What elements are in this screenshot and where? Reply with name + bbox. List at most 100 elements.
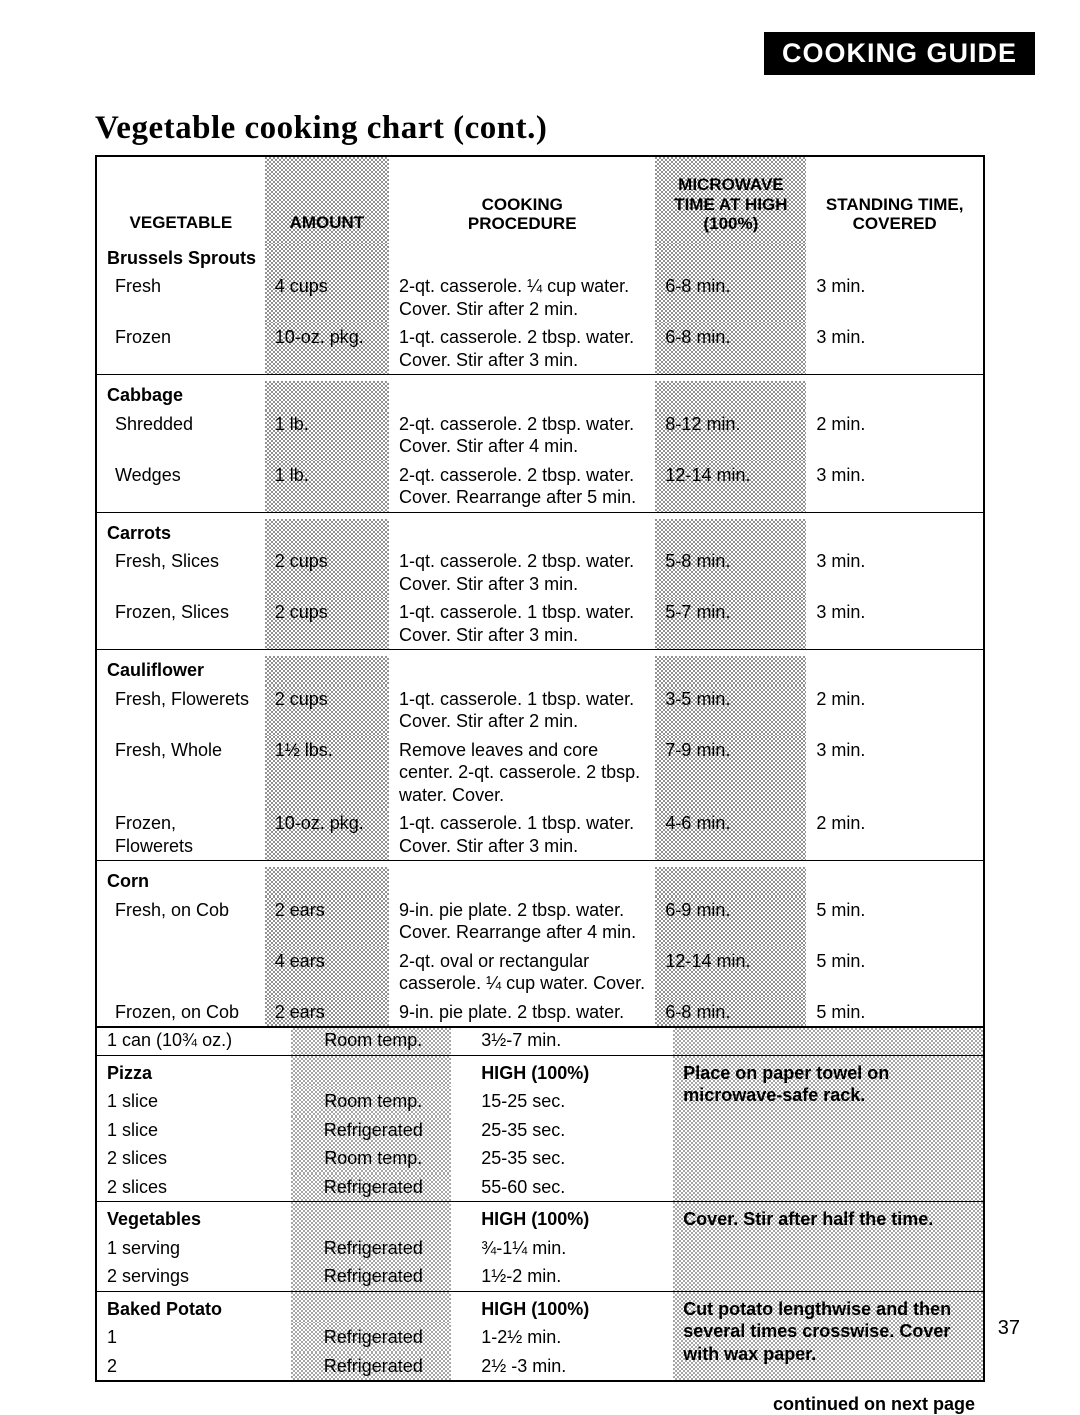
cell-vegetable: Frozen, Flowerets: [96, 809, 265, 861]
cell-standing: 5 min.: [806, 947, 984, 998]
cell-time: 1½-2 min.: [451, 1262, 673, 1291]
cell-temp: Refrigerated: [291, 1173, 451, 1202]
cell-vegetable: Fresh, Whole: [96, 736, 265, 810]
cell-temp: Refrigerated: [291, 1116, 451, 1145]
cell-time: 25-35 sec.: [451, 1144, 673, 1173]
cell-standing: 3 min.: [806, 272, 984, 323]
cell-time: ¾-1¼ min.: [451, 1234, 673, 1263]
cell-amount: 2 cups: [265, 598, 389, 650]
th-time-l3: (100%): [703, 214, 758, 233]
page-number: 37: [998, 1317, 1020, 1340]
cell-time: 8-12 min.: [655, 410, 806, 461]
cell-procedure: 2-qt. casserole. ¼ cup water. Cover. Sti…: [389, 272, 655, 323]
cell-standing: 3 min.: [806, 323, 984, 375]
cell-vegetable: Shredded: [96, 410, 265, 461]
cell-procedure: Remove leaves and core center. 2-qt. cas…: [389, 736, 655, 810]
cell-amount: 2 ears: [265, 896, 389, 947]
cell-item: 2 servings: [96, 1262, 291, 1291]
cell-amount: 4 ears: [265, 947, 389, 998]
cell-amount: 10-oz. pkg.: [265, 323, 389, 375]
th-procedure-l2: PROCEDURE: [468, 214, 577, 233]
cell-amount: 2 ears: [265, 998, 389, 1028]
cell-note: Cut potato lengthwise and then several t…: [673, 1292, 984, 1382]
cell-amount: 2 cups: [265, 685, 389, 736]
cell-item: 1 serving: [96, 1234, 291, 1263]
cell-procedure: 1-qt. casserole. 1 tbsp. water. Cover. S…: [389, 598, 655, 650]
cell-procedure: 1-qt. casserole. 2 tbsp. water. Cover. S…: [389, 547, 655, 598]
cell-vegetable: Frozen, on Cob: [96, 998, 265, 1028]
cell-temp: Room temp.: [291, 1144, 451, 1173]
cell-standing: 2 min.: [806, 410, 984, 461]
cell-amount: 4 cups: [265, 272, 389, 323]
cell-time: 55-60 sec.: [451, 1173, 673, 1202]
section-name: Brussels Sprouts: [96, 244, 265, 273]
cell-procedure: 9-in. pie plate. 2 tbsp. water. Cover. R…: [389, 896, 655, 947]
cell-item: 1 can (10¾ oz.): [96, 1026, 291, 1055]
cell-time: 25-35 sec.: [451, 1116, 673, 1145]
cell-vegetable: Frozen: [96, 323, 265, 375]
th-amount: AMOUNT: [265, 156, 389, 244]
vegetable-cooking-table: VEGETABLE AMOUNT COOKING PROCEDURE MICRO…: [95, 155, 985, 1028]
cell-vegetable: [96, 947, 265, 998]
cell-procedure: 1-qt. casserole. 1 tbsp. water. Cover. S…: [389, 809, 655, 861]
cell-time: 7-9 min.: [655, 736, 806, 810]
cell-procedure: 1-qt. casserole. 1 tbsp. water. Cover. S…: [389, 685, 655, 736]
th-standing-l1: STANDING TIME,: [826, 195, 964, 214]
cell-time: 15-25 sec.: [451, 1087, 673, 1116]
cell-time: 5-7 min.: [655, 598, 806, 650]
cell-standing: 5 min.: [806, 998, 984, 1028]
cell-power: HIGH (100%): [451, 1292, 673, 1324]
cell-vegetable: Fresh, on Cob: [96, 896, 265, 947]
cell-standing: 3 min.: [806, 736, 984, 810]
cell-temp: Refrigerated: [291, 1323, 451, 1352]
cell-power: HIGH (100%): [451, 1202, 673, 1234]
cell-note: [673, 1026, 984, 1055]
cell-item: 2 slices: [96, 1144, 291, 1173]
cell-procedure: 9-in. pie plate. 2 tbsp. water.: [389, 998, 655, 1028]
section-name: Vegetables: [96, 1202, 291, 1234]
cell-item: 1: [96, 1323, 291, 1352]
cell-item: 2: [96, 1352, 291, 1382]
section-name: Carrots: [96, 519, 265, 548]
cell-note: Cover. Stir after half the time.: [673, 1202, 984, 1291]
cell-vegetable: Fresh, Flowerets: [96, 685, 265, 736]
cell-time: 12-14 min.: [655, 461, 806, 513]
cell-vegetable: Frozen, Slices: [96, 598, 265, 650]
th-procedure: COOKING PROCEDURE: [389, 156, 655, 244]
header-tab: COOKING GUIDE: [764, 32, 1035, 75]
cell-temp: Room temp.: [291, 1087, 451, 1116]
cell-standing: 5 min.: [806, 896, 984, 947]
cell-procedure: 2-qt. casserole. 2 tbsp. water. Cover. S…: [389, 410, 655, 461]
cell-time: 6-8 min.: [655, 272, 806, 323]
page-title: Vegetable cooking chart (cont.): [95, 110, 985, 147]
cell-vegetable: Wedges: [96, 461, 265, 513]
cell-time: 4-6 min.: [655, 809, 806, 861]
cell-item: 1 slice: [96, 1087, 291, 1116]
cell-standing: 2 min.: [806, 685, 984, 736]
cell-standing: 2 min.: [806, 809, 984, 861]
cell-temp: Refrigerated: [291, 1262, 451, 1291]
cell-amount: 1 lb.: [265, 410, 389, 461]
th-standing: STANDING TIME, COVERED: [806, 156, 984, 244]
cell-item: 1 slice: [96, 1116, 291, 1145]
cell-temp: Room temp.: [291, 1026, 451, 1055]
th-time-l1: MICROWAVE: [678, 175, 783, 194]
continued-footer: continued on next page: [95, 1394, 985, 1415]
cell-time: 6-8 min.: [655, 323, 806, 375]
section-name: Baked Potato: [96, 1292, 291, 1324]
cell-amount: 2 cups: [265, 547, 389, 598]
cell-standing: 3 min.: [806, 461, 984, 513]
section-name: Cauliflower: [96, 656, 265, 685]
cell-standing: 3 min.: [806, 547, 984, 598]
cell-time: 6-8 min.: [655, 998, 806, 1028]
section-name: Cabbage: [96, 381, 265, 410]
cell-time: 5-8 min.: [655, 547, 806, 598]
th-time-l2: TIME AT HIGH: [674, 195, 787, 214]
section-name: Corn: [96, 867, 265, 896]
cell-procedure: 2-qt. casserole. 2 tbsp. water. Cover. R…: [389, 461, 655, 513]
cell-vegetable: Fresh: [96, 272, 265, 323]
cell-note: Place on paper towel on microwave-safe r…: [673, 1056, 984, 1202]
cell-time: 3½-7 min.: [451, 1026, 673, 1055]
cell-item: 2 slices: [96, 1173, 291, 1202]
cell-amount: 10-oz. pkg.: [265, 809, 389, 861]
